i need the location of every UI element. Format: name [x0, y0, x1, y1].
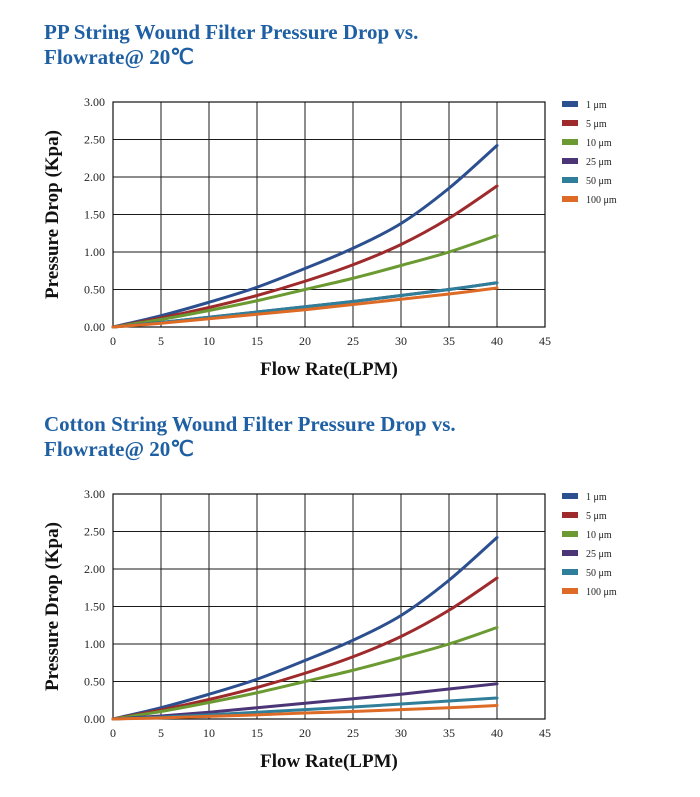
series-line-5	[111, 704, 499, 721]
legend-label-3: 25 μm	[586, 549, 612, 560]
legend-swatch-2	[562, 531, 578, 537]
x-tick-label: 25	[347, 726, 359, 740]
cotton-pressure-drop-chart: 0 5 10 15 20 25 30 35 40 45 0.00 0.50 1.00 1.50 2.00 2.…	[42, 487, 617, 772]
y-tick-label: 0.50	[84, 283, 105, 297]
y-tick-label: 1.50	[84, 208, 105, 222]
legend-label-1: 5 μm	[586, 511, 607, 522]
series-line-0	[111, 536, 499, 721]
x-tick-label: 5	[158, 334, 164, 348]
x-tick-label: 35	[443, 726, 455, 740]
pp-pressure-drop-chart: 0 5 10 15 20 25 30 35 40 45 0.00 0.50 1.00 1.50 2.00 2.…	[42, 95, 617, 380]
chart-panel-pp: PP String Wound Filter Pressure Drop vs.…	[0, 0, 700, 392]
x-axis-label: Flow Rate(LPM)	[260, 359, 398, 380]
legend-swatch-5	[562, 588, 578, 594]
chart-title-line-1: PP String Wound Filter Pressure Drop vs.	[44, 20, 419, 44]
x-tick-label: 45	[539, 726, 551, 740]
legend-label-5: 100 μm	[586, 587, 617, 598]
x-tick-label: 5	[158, 726, 164, 740]
y-tick-label: 2.00	[84, 562, 105, 576]
x-tick-label: 25	[347, 334, 359, 348]
legend-swatch-2	[562, 139, 578, 145]
x-tick-label: 40	[491, 334, 503, 348]
legend-swatch-3	[562, 158, 578, 164]
x-tick-label: 35	[443, 334, 455, 348]
legend-label-0: 1 μm	[586, 492, 607, 503]
y-tick-label: 3.00	[84, 487, 105, 501]
legend-label-3: 25 μm	[586, 157, 612, 168]
y-tick-label: 0.00	[84, 320, 105, 334]
x-tick-label: 10	[203, 334, 215, 348]
y-axis-label: Pressure Drop (Kpa)	[42, 522, 63, 691]
x-tick-label: 40	[491, 726, 503, 740]
legend-swatch-0	[562, 101, 578, 107]
chart-title: PP String Wound Filter Pressure Drop vs.…	[44, 20, 644, 70]
chart-title-line-1: Cotton String Wound Filter Pressure Drop…	[44, 412, 456, 436]
y-tick-label: 0.50	[84, 675, 105, 689]
series-line-0	[111, 144, 499, 329]
chart-panel-cotton: Cotton String Wound Filter Pressure Drop…	[0, 392, 700, 784]
y-tick-label: 1.00	[84, 637, 105, 651]
legend-swatch-5	[562, 196, 578, 202]
legend-label-1: 5 μm	[586, 119, 607, 130]
y-tick-label: 2.00	[84, 170, 105, 184]
chart-title-line-2: Flowrate@ 20℃	[44, 45, 194, 69]
legend-swatch-3	[562, 550, 578, 556]
series-line-5	[111, 286, 499, 329]
legend-label-4: 50 μm	[586, 568, 612, 579]
chart-title-line-2: Flowrate@ 20℃	[44, 437, 194, 461]
plot-frame	[112, 493, 546, 720]
legend-label-5: 100 μm	[586, 195, 617, 206]
plot-frame	[112, 101, 546, 328]
legend-label-2: 10 μm	[586, 138, 612, 149]
x-tick-label: 20	[299, 726, 311, 740]
x-tick-label: 30	[395, 334, 407, 348]
chart-title: Cotton String Wound Filter Pressure Drop…	[44, 412, 644, 462]
legend-label-0: 1 μm	[586, 100, 607, 111]
series-line-1	[111, 184, 499, 329]
x-tick-label: 0	[110, 334, 116, 348]
legend-label-2: 10 μm	[586, 530, 612, 541]
x-axis-label: Flow Rate(LPM)	[260, 751, 398, 772]
series-line-2	[111, 234, 499, 329]
series-line-2	[111, 626, 499, 721]
x-tick-label: 15	[251, 334, 263, 348]
legend-label-4: 50 μm	[586, 176, 612, 187]
y-tick-label: 2.50	[84, 133, 105, 147]
x-tick-label: 30	[395, 726, 407, 740]
x-tick-label: 20	[299, 334, 311, 348]
legend-swatch-1	[562, 120, 578, 126]
legend-swatch-0	[562, 493, 578, 499]
y-tick-label: 0.00	[84, 712, 105, 726]
x-tick-label: 45	[539, 334, 551, 348]
y-axis-label: Pressure Drop (Kpa)	[42, 130, 63, 299]
y-tick-label: 2.50	[84, 525, 105, 539]
x-tick-label: 0	[110, 726, 116, 740]
legend-swatch-4	[562, 569, 578, 575]
legend-swatch-1	[562, 512, 578, 518]
x-tick-label: 10	[203, 726, 215, 740]
y-tick-label: 3.00	[84, 95, 105, 109]
y-tick-label: 1.50	[84, 600, 105, 614]
y-tick-label: 1.00	[84, 245, 105, 259]
legend-swatch-4	[562, 177, 578, 183]
x-tick-label: 15	[251, 726, 263, 740]
series-line-1	[111, 576, 499, 721]
